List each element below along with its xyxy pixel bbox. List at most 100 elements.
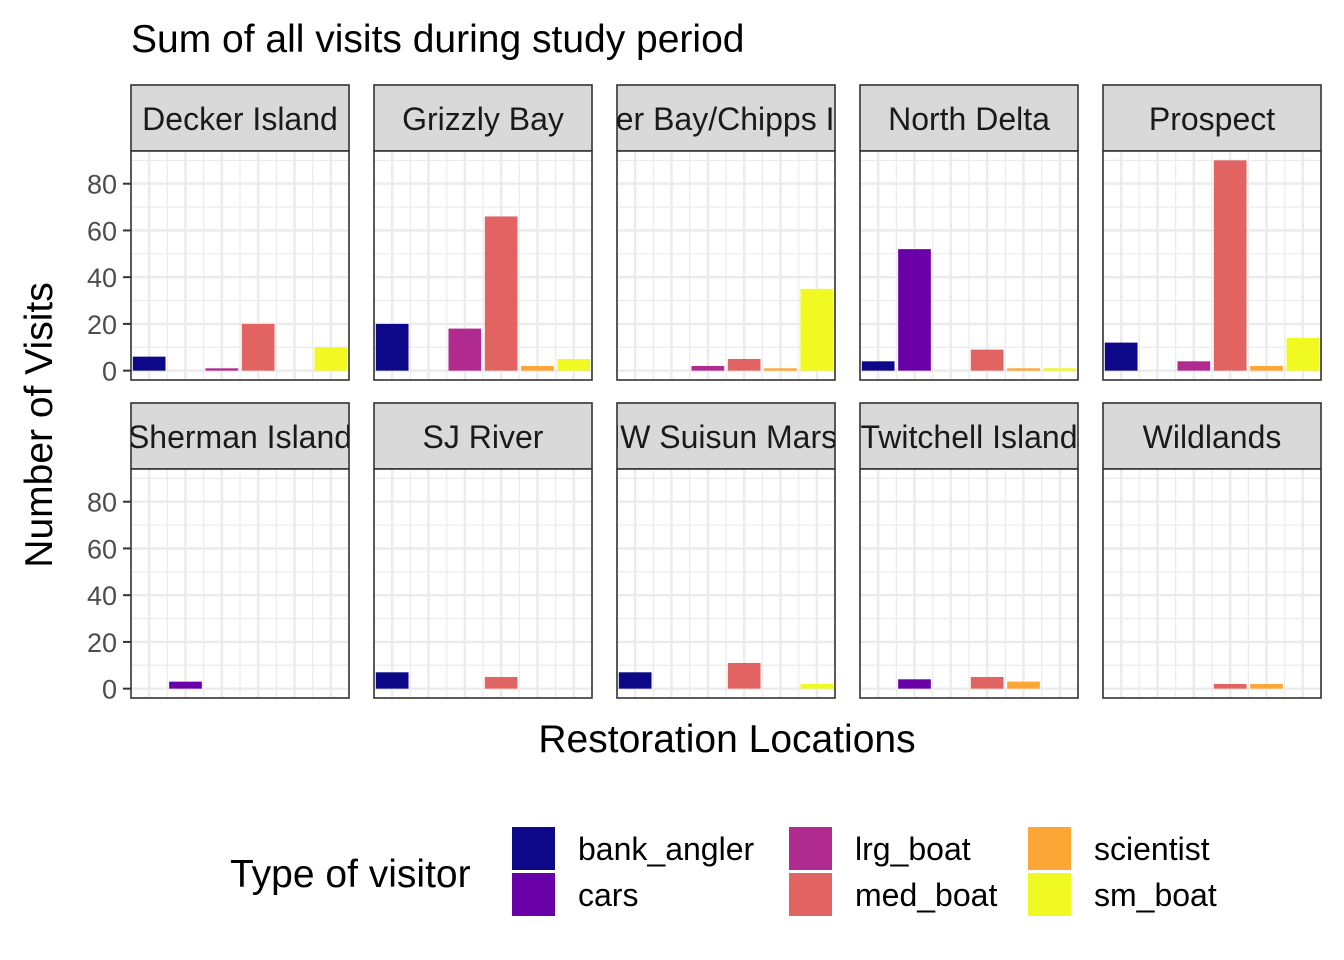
strip-wildlands (1102, 402, 1322, 470)
strip-label-twitchell-island: Twitchell Island (861, 419, 1078, 455)
bar-grizzly-bay-med-boat (484, 216, 518, 371)
y-tick-label: 20 (87, 310, 117, 340)
bar-grizzly-bay-bank-angler (375, 323, 409, 371)
panel-border (373, 468, 593, 699)
bar-twitchell-island-med-boat (970, 676, 1004, 689)
y-tick-label: 60 (87, 534, 117, 564)
panel-border (859, 150, 1079, 381)
facet-decker-island: Decker Island 0 20 40 60 80 (87, 84, 350, 387)
bar-decker-island-med-boat (241, 323, 275, 371)
bar-sherman-island-cars (169, 681, 202, 689)
strip-prospect (1102, 84, 1322, 152)
strip-twitchell-island (859, 402, 1079, 470)
panel-border (616, 468, 836, 699)
bar-sj-river-med-boat (484, 676, 518, 689)
legend-key-med-boat (789, 873, 832, 916)
bar-sj-river-bank-angler (375, 672, 409, 689)
bar-prospect-lrg-boat (1177, 361, 1211, 371)
bar-nw-suisun-marsh-med-boat (727, 662, 761, 689)
strip-nw-suisun-marsh (616, 402, 836, 470)
legend-label-cars: cars (578, 877, 638, 913)
bar-wildlands-med-boat (1213, 683, 1247, 689)
strip-label-honker-bay-chipps-island: Honker Bay/Chipps Island (541, 101, 911, 137)
bar-honker-bay-chipps-island-lrg-boat (691, 365, 725, 371)
bar-decker-island-lrg-boat (205, 368, 239, 371)
y-tick-label: 80 (87, 170, 117, 200)
bar-north-delta-med-boat (970, 349, 1004, 371)
facet-sj-river: SJ River (373, 402, 593, 699)
bar-prospect-med-boat (1213, 160, 1247, 371)
bar-prospect-sm-boat (1286, 337, 1320, 371)
strip-label-sherman-island: Sherman Island (128, 419, 352, 455)
facet-sherman-island: Sherman Island 0 20 40 60 80 (87, 402, 352, 705)
bar-north-delta-cars (898, 249, 931, 371)
facet-grizzly-bay: Grizzly Bay (373, 84, 593, 381)
bar-grizzly-bay-scientist (521, 365, 554, 371)
facet-honker-bay-chipps-island: Honker Bay/Chipps Island (541, 84, 911, 381)
legend-label-med-boat: med_boat (855, 877, 997, 913)
y-tick-label: 0 (102, 675, 117, 705)
strip-sj-river (373, 402, 593, 470)
strip-label-sj-river: SJ River (423, 419, 544, 455)
chart-title: Sum of all visits during study period (131, 18, 744, 61)
bar-grizzly-bay-lrg-boat (448, 328, 482, 371)
strip-label-grizzly-bay: Grizzly Bay (402, 101, 564, 137)
bar-honker-bay-chipps-island-sm-boat (800, 288, 834, 371)
y-tick-label: 40 (87, 581, 117, 611)
bar-nw-suisun-marsh-sm-boat (800, 683, 834, 689)
bar-decker-island-bank-angler (132, 356, 166, 371)
y-tick-label: 40 (87, 263, 117, 293)
panel-border (859, 468, 1079, 699)
panel-border (373, 150, 593, 381)
panel-border (130, 468, 350, 699)
bar-prospect-scientist (1250, 365, 1283, 371)
y-tick-label: 20 (87, 628, 117, 658)
legend-key-lrg-boat (789, 827, 832, 870)
legend-key-scientist (1028, 827, 1071, 870)
strip-label-north-delta: North Delta (888, 101, 1050, 137)
strip-label-nw-suisun-marsh: NW Suisun Marsh (597, 419, 855, 455)
panel-border (1102, 150, 1322, 381)
y-tick-label: 60 (87, 216, 117, 246)
facet-wildlands: Wildlands (1102, 402, 1322, 699)
facet-twitchell-island: Twitchell Island (859, 402, 1079, 699)
strip-decker-island (130, 84, 350, 152)
panel-border (616, 150, 836, 381)
facet-prospect: Prospect (1102, 84, 1322, 381)
bar-honker-bay-chipps-island-med-boat (727, 358, 761, 371)
bar-nw-suisun-marsh-bank-angler (618, 672, 652, 689)
panel-border (1102, 468, 1322, 699)
legend-key-cars (512, 873, 555, 916)
legend-title: Type of visitor (230, 853, 471, 896)
bar-twitchell-island-cars (898, 679, 931, 689)
bar-decker-island-sm-boat (314, 347, 348, 371)
strip-label-prospect: Prospect (1149, 101, 1275, 137)
legend-label-sm-boat: sm_boat (1094, 877, 1217, 913)
panel-border (130, 150, 350, 381)
bar-twitchell-island-scientist (1007, 681, 1040, 689)
legend-key-bank-angler (512, 827, 555, 870)
bar-prospect-bank-angler (1104, 342, 1138, 371)
y-tick-label: 80 (87, 488, 117, 518)
y-axis-title: Number of Visits (18, 282, 61, 567)
strip-label-wildlands: Wildlands (1143, 419, 1282, 455)
facet-north-delta: North Delta (859, 84, 1079, 381)
bar-grizzly-bay-sm-boat (557, 358, 591, 371)
facet-panels: Decker Island 0 20 40 60 80 Grizzly BayHonker … (87, 84, 1322, 705)
bar-north-delta-sm-boat (1043, 368, 1077, 371)
strip-north-delta (859, 84, 1079, 152)
bar-honker-bay-chipps-island-scientist (764, 368, 797, 371)
bar-north-delta-scientist (1007, 368, 1040, 371)
legend-label-lrg-boat: lrg_boat (855, 831, 971, 867)
legend-label-bank-angler: bank_angler (578, 831, 754, 867)
legend-key-sm-boat (1028, 873, 1071, 916)
strip-label-decker-island: Decker Island (142, 101, 338, 137)
x-axis-title: Restoration Locations (538, 718, 915, 761)
facet-nw-suisun-marsh: NW Suisun Marsh (597, 402, 855, 699)
y-tick-label: 0 (102, 357, 117, 387)
bar-north-delta-bank-angler (861, 361, 895, 371)
strip-sherman-island (130, 402, 350, 470)
bar-wildlands-scientist (1250, 683, 1283, 689)
